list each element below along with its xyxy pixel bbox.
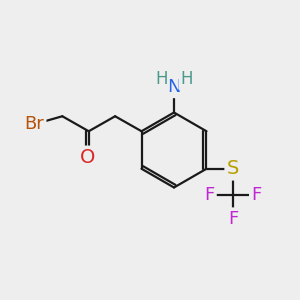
Text: H: H — [180, 70, 193, 88]
Text: O: O — [80, 148, 95, 167]
Text: Br: Br — [25, 115, 44, 133]
Text: N: N — [167, 78, 181, 96]
Text: F: F — [251, 186, 261, 204]
Text: F: F — [204, 186, 214, 204]
Text: F: F — [228, 210, 238, 228]
Text: H: H — [155, 70, 168, 88]
Text: S: S — [227, 159, 239, 178]
